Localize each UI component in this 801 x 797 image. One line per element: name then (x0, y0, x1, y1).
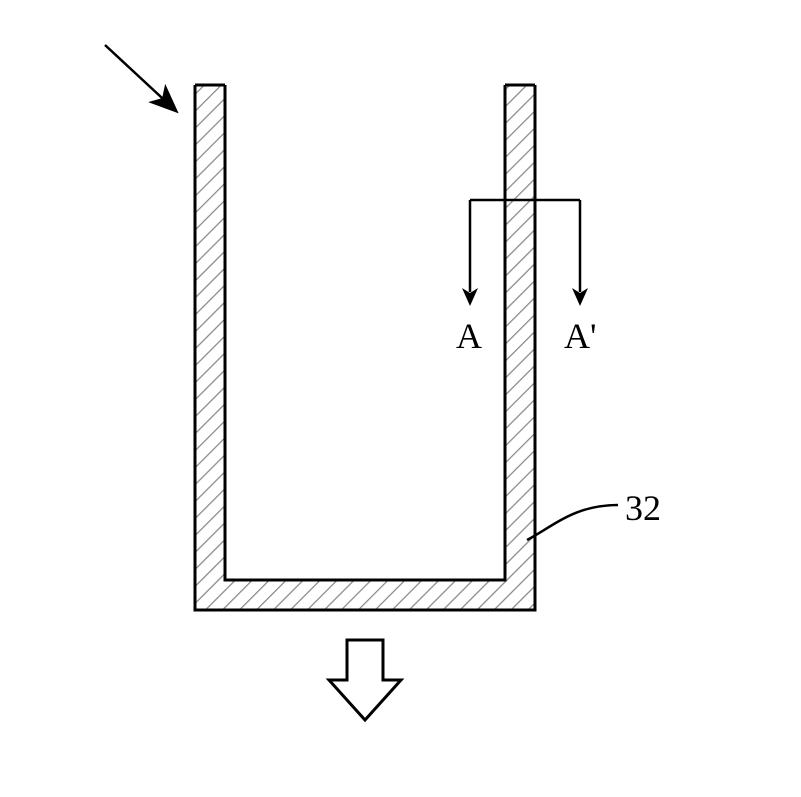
section-label-a: A (456, 316, 482, 356)
reference-leader-32: 32 (527, 488, 661, 540)
section-label-a-prime: A' (564, 316, 596, 356)
reference-number-32: 32 (625, 488, 661, 528)
incoming-arrow (105, 45, 175, 110)
output-block-arrow (329, 640, 401, 720)
diagram-svg: A A' 32 (0, 0, 801, 797)
container-vessel (195, 85, 535, 610)
diagram-container: A A' 32 (0, 0, 801, 797)
